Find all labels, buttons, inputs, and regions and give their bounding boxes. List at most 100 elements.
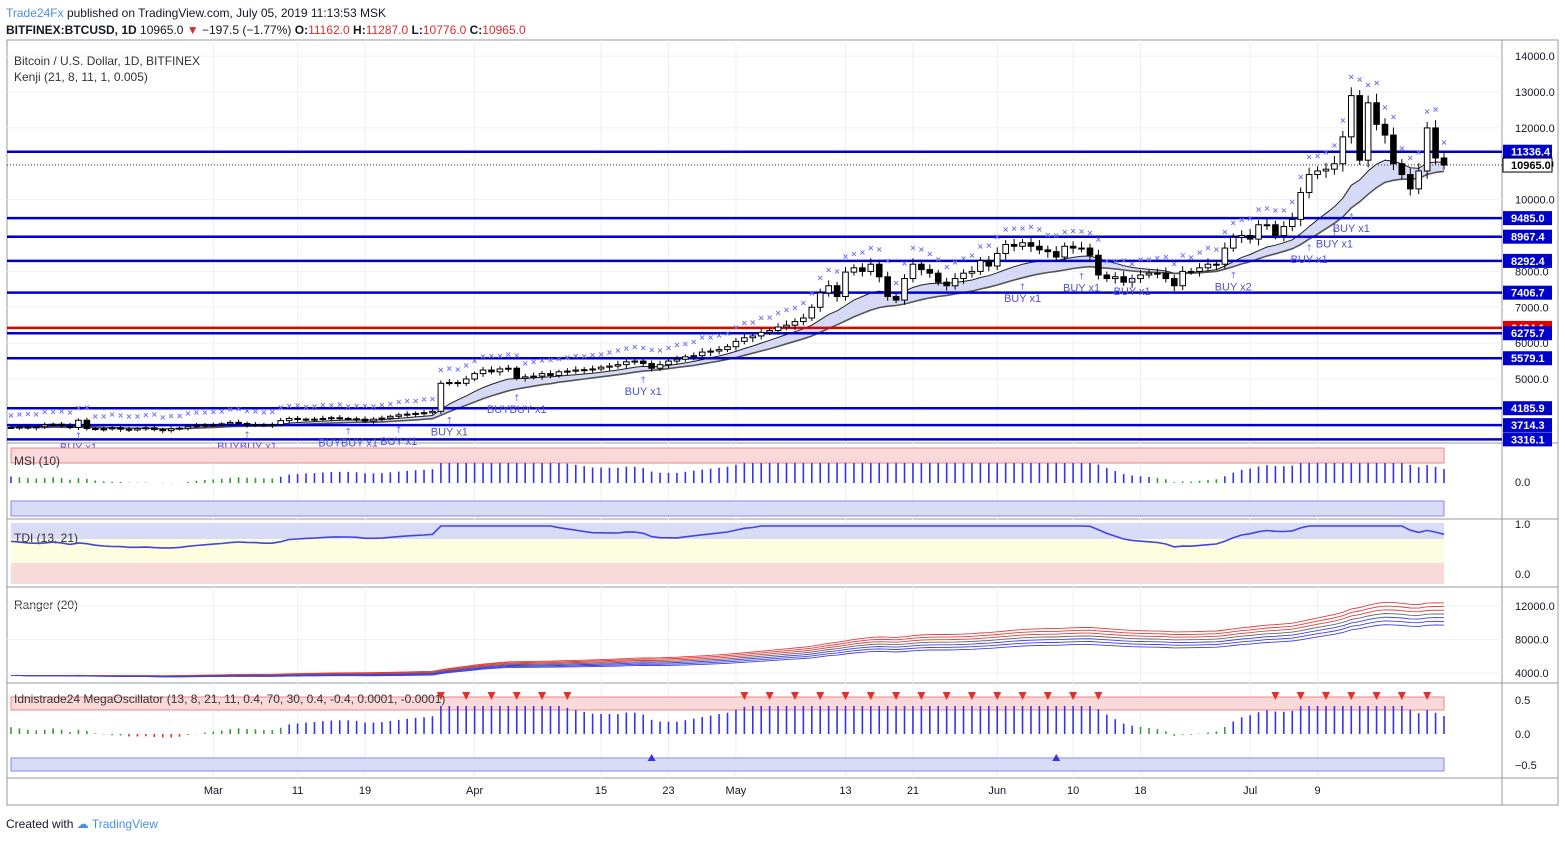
down-candle bbox=[294, 417, 301, 421]
up-candle bbox=[757, 331, 765, 337]
price-axis-tick: 5000.0 bbox=[1515, 374, 1549, 386]
x-axis-tick: 11 bbox=[292, 785, 303, 797]
up-candle bbox=[16, 426, 23, 429]
cross-marker: × bbox=[783, 306, 790, 315]
down-candle bbox=[513, 367, 521, 379]
cross-marker: × bbox=[1399, 144, 1406, 153]
mega-red-triangle bbox=[1043, 692, 1052, 700]
price-label-box bbox=[1503, 351, 1552, 366]
cross-marker: × bbox=[1095, 235, 1102, 244]
up-candle bbox=[1213, 263, 1220, 266]
down-candle bbox=[1406, 174, 1414, 190]
cross-marker: × bbox=[379, 401, 386, 410]
cross-marker: × bbox=[994, 232, 1001, 241]
cross-marker: × bbox=[775, 308, 782, 317]
tradingview-link[interactable]: TradingView bbox=[91, 817, 158, 831]
cross-marker: × bbox=[1415, 148, 1422, 157]
down-candle bbox=[243, 422, 251, 426]
up-candle bbox=[429, 410, 436, 414]
cross-marker: × bbox=[615, 346, 622, 355]
x-axis-tick: May bbox=[726, 785, 747, 797]
buy-signal-label: BUYBUY x1 bbox=[318, 438, 378, 450]
mega-red-triangle bbox=[1018, 692, 1027, 700]
msi-pane-title: MSI (10) bbox=[14, 454, 60, 468]
tdi-axis-tick: 0.0 bbox=[1515, 569, 1530, 581]
up-candle bbox=[218, 423, 226, 426]
cross-marker: × bbox=[581, 352, 588, 361]
up-candle bbox=[909, 263, 917, 280]
down-candle bbox=[547, 373, 554, 376]
up-candle bbox=[589, 368, 596, 371]
cross-marker: × bbox=[16, 410, 23, 419]
up-candle bbox=[412, 412, 419, 415]
cross-marker: × bbox=[362, 401, 369, 410]
cross-marker: × bbox=[547, 355, 554, 364]
buy-signal-label: BUY x1 bbox=[625, 386, 662, 398]
price-label-box bbox=[1503, 285, 1552, 300]
cross-marker: × bbox=[41, 408, 48, 417]
cross-marker: × bbox=[151, 410, 158, 419]
tradingview-logo-icon[interactable]: ☁ bbox=[76, 817, 89, 831]
up-candle bbox=[977, 260, 984, 272]
footer: Created with ☁ TradingView bbox=[6, 816, 158, 832]
symbol-label: BITFINEX:BTCUSD, 1D bbox=[6, 23, 137, 37]
up-candle bbox=[311, 418, 318, 421]
price-label-text: 3714.3 bbox=[1511, 420, 1545, 432]
up-candle bbox=[370, 418, 377, 422]
cross-marker: × bbox=[690, 337, 697, 346]
up-candle bbox=[1229, 236, 1237, 249]
cross-marker: × bbox=[834, 267, 841, 276]
mega-red-triangle bbox=[512, 692, 521, 700]
cross-marker: × bbox=[117, 411, 124, 420]
brand-link[interactable]: Trade24Fx bbox=[6, 6, 64, 20]
up-candle bbox=[1221, 247, 1229, 265]
cross-marker: × bbox=[1137, 255, 1144, 264]
cross-marker: × bbox=[926, 249, 933, 258]
up-candle bbox=[1145, 272, 1153, 276]
up-candle bbox=[724, 346, 731, 351]
down-candle bbox=[1170, 278, 1178, 287]
x-axis-tick: 23 bbox=[662, 785, 674, 797]
kenji-slow-line bbox=[10, 170, 1445, 430]
cross-marker: × bbox=[1314, 151, 1321, 160]
cross-marker: × bbox=[893, 278, 900, 287]
up-candle bbox=[673, 358, 681, 362]
cross-marker: × bbox=[454, 365, 461, 374]
cross-marker: × bbox=[817, 274, 824, 283]
x-axis-tick: Mar bbox=[204, 785, 223, 797]
mega-axis-tick: 0.5 bbox=[1515, 695, 1530, 707]
price-label-text: 9485.0 bbox=[1511, 213, 1545, 225]
up-candle bbox=[134, 428, 141, 431]
cross-marker: × bbox=[1044, 231, 1051, 240]
cross-marker: × bbox=[134, 412, 141, 421]
cross-marker: × bbox=[1213, 245, 1220, 254]
up-candle bbox=[850, 267, 858, 273]
up-candle bbox=[167, 428, 175, 432]
cross-marker: × bbox=[859, 248, 866, 257]
down-candle bbox=[1095, 254, 1102, 276]
buy-signal-label: BUYBUY x1 bbox=[487, 404, 547, 416]
down-candle bbox=[488, 369, 495, 373]
up-candle bbox=[808, 306, 816, 319]
ranger-pane-title: Ranger (20) bbox=[14, 598, 78, 612]
up-candle bbox=[572, 369, 580, 372]
cross-marker: × bbox=[1407, 153, 1414, 162]
cross-marker: × bbox=[1432, 105, 1439, 114]
up-candle bbox=[580, 369, 588, 372]
up-candle bbox=[1297, 191, 1305, 220]
cross-marker: × bbox=[168, 412, 175, 421]
cross-marker: × bbox=[1356, 75, 1363, 84]
cross-marker: × bbox=[724, 329, 731, 338]
down-candle bbox=[1027, 242, 1035, 247]
cross-marker: × bbox=[185, 409, 192, 418]
up-candle bbox=[791, 321, 799, 326]
down-candle bbox=[361, 418, 369, 422]
up-candle bbox=[277, 420, 285, 426]
buy-signal-label: BUY x1 bbox=[1063, 282, 1100, 294]
price-label-box bbox=[1503, 432, 1552, 447]
price-label-text: 3316.1 bbox=[1511, 434, 1545, 446]
cross-marker: × bbox=[252, 407, 259, 416]
mega-red-triangle bbox=[892, 692, 901, 700]
cross-marker: × bbox=[1339, 116, 1346, 125]
